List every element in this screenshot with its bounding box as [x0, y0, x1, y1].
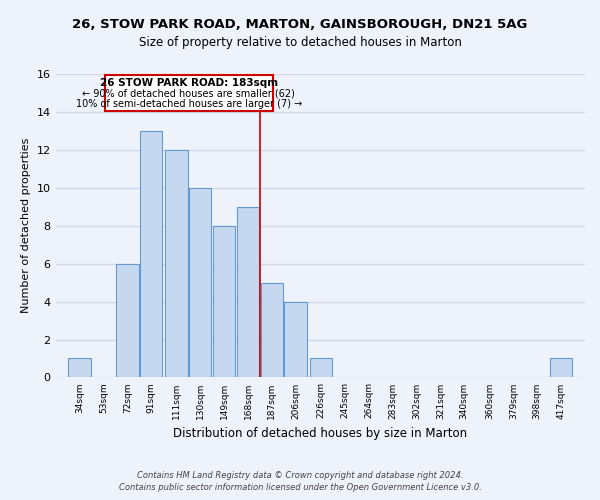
Bar — [140, 131, 163, 378]
FancyBboxPatch shape — [104, 75, 273, 111]
Text: Contains HM Land Registry data © Crown copyright and database right 2024.
Contai: Contains HM Land Registry data © Crown c… — [119, 471, 481, 492]
Text: 26, STOW PARK ROAD, MARTON, GAINSBOROUGH, DN21 5AG: 26, STOW PARK ROAD, MARTON, GAINSBOROUGH… — [73, 18, 527, 30]
Bar — [165, 150, 188, 378]
Bar — [284, 302, 307, 378]
Bar — [236, 207, 259, 378]
Bar — [213, 226, 235, 378]
Bar — [116, 264, 139, 378]
Bar — [310, 358, 332, 378]
Y-axis label: Number of detached properties: Number of detached properties — [21, 138, 31, 314]
Bar — [260, 282, 283, 378]
Text: Size of property relative to detached houses in Marton: Size of property relative to detached ho… — [139, 36, 461, 49]
Bar — [68, 358, 91, 378]
Bar — [550, 358, 572, 378]
Text: 10% of semi-detached houses are larger (7) →: 10% of semi-detached houses are larger (… — [76, 99, 302, 109]
Text: 26 STOW PARK ROAD: 183sqm: 26 STOW PARK ROAD: 183sqm — [100, 78, 278, 88]
X-axis label: Distribution of detached houses by size in Marton: Distribution of detached houses by size … — [173, 427, 467, 440]
Text: ← 90% of detached houses are smaller (62): ← 90% of detached houses are smaller (62… — [82, 88, 295, 99]
Bar — [189, 188, 211, 378]
